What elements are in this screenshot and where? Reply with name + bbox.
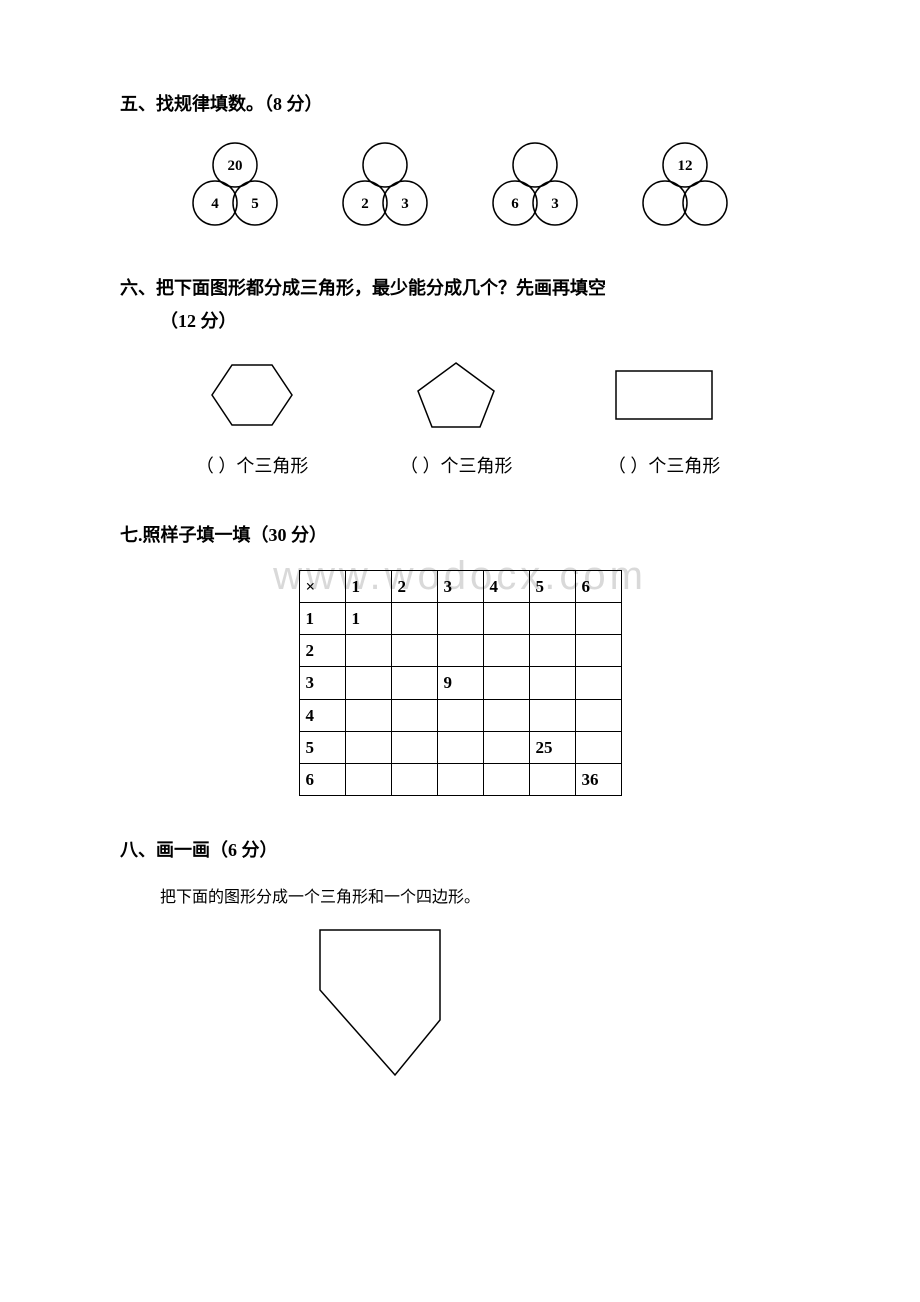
multiplication-table: × 1 2 3 4 5 6 1 1 2 3 <box>299 570 622 796</box>
section-6-title: 六、把下面图形都分成三角形，最少能分成几个？先画再填空 <box>120 274 800 303</box>
table-cell <box>437 699 483 731</box>
table-cell <box>391 635 437 667</box>
circle-group-2: 2 3 <box>330 139 440 234</box>
table-cell <box>529 635 575 667</box>
table-cell <box>529 699 575 731</box>
section-6-shapes: （ ）个三角形 （ ）个三角形 （ ）个三角形 <box>150 355 770 481</box>
table-row: 5 25 <box>299 731 621 763</box>
table-cell <box>575 635 621 667</box>
g3-left: 6 <box>511 196 519 212</box>
table-cell <box>529 763 575 795</box>
table-cell <box>345 635 391 667</box>
table-row: 6 36 <box>299 763 621 795</box>
table-cell: 2 <box>299 635 345 667</box>
circle-group-3: 6 3 <box>480 139 590 234</box>
pentagon-irregular <box>320 930 440 1075</box>
table-cell <box>345 763 391 795</box>
table-cell <box>391 731 437 763</box>
table-cell <box>483 602 529 634</box>
table-cell <box>529 667 575 699</box>
table-row: 2 <box>299 635 621 667</box>
table-cell <box>575 731 621 763</box>
section-8-shape <box>300 920 800 1099</box>
table-cell: 3 <box>299 667 345 699</box>
table-cell <box>437 731 483 763</box>
section-7-title: 七.照样子填一填（30 分） <box>120 521 800 550</box>
table-cell: 6 <box>575 570 621 602</box>
table-cell <box>345 731 391 763</box>
table-cell <box>529 602 575 634</box>
table-cell <box>391 667 437 699</box>
table-cell <box>345 699 391 731</box>
table-cell <box>391 763 437 795</box>
table-cell: 6 <box>299 763 345 795</box>
rectangle-caption: （ ）个三角形 <box>604 452 724 481</box>
section-5-title: 五、找规律填数。（8 分） <box>120 90 800 119</box>
table-cell: × <box>299 570 345 602</box>
g2-left: 2 <box>361 196 369 212</box>
g1-left: 4 <box>211 196 219 212</box>
table-cell <box>575 699 621 731</box>
g1-top: 20 <box>228 158 243 174</box>
table-cell <box>483 731 529 763</box>
shape-pentagon: （ ）个三角形 <box>400 355 513 481</box>
table-cell: 1 <box>345 570 391 602</box>
mult-table-wrap: www.wodocx.com × 1 2 3 4 5 6 1 1 2 <box>120 570 800 796</box>
table-cell: 4 <box>483 570 529 602</box>
section-5-diagrams: 20 4 5 2 3 6 3 12 <box>160 139 760 234</box>
g1-right: 5 <box>251 196 259 212</box>
shape-hexagon: （ ）个三角形 <box>196 355 309 481</box>
table-cell <box>437 763 483 795</box>
table-cell: 3 <box>437 570 483 602</box>
table-cell: 5 <box>299 731 345 763</box>
table-cell: 25 <box>529 731 575 763</box>
table-cell <box>437 635 483 667</box>
g3-right: 3 <box>551 196 559 212</box>
table-cell: 2 <box>391 570 437 602</box>
section-6-subtitle: （12 分） <box>120 307 800 336</box>
section-8-title: 八、画一画（6 分） <box>120 836 800 865</box>
table-cell <box>483 699 529 731</box>
pentagon-caption: （ ）个三角形 <box>400 452 513 481</box>
table-cell: 1 <box>345 602 391 634</box>
table-cell <box>575 667 621 699</box>
table-cell <box>575 602 621 634</box>
hexagon-caption: （ ）个三角形 <box>196 452 309 481</box>
table-cell: 4 <box>299 699 345 731</box>
table-cell: 5 <box>529 570 575 602</box>
table-cell <box>483 667 529 699</box>
table-row: 3 9 <box>299 667 621 699</box>
table-cell <box>483 763 529 795</box>
table-row: 4 <box>299 699 621 731</box>
circle-group-1: 20 4 5 <box>180 139 290 234</box>
table-cell: 9 <box>437 667 483 699</box>
section-8-caption: 把下面的图形分成一个三角形和一个四边形。 <box>160 885 800 911</box>
table-row: × 1 2 3 4 5 6 <box>299 570 621 602</box>
table-cell: 36 <box>575 763 621 795</box>
table-cell <box>391 602 437 634</box>
table-cell <box>391 699 437 731</box>
table-cell <box>483 635 529 667</box>
table-cell: 1 <box>299 602 345 634</box>
g4-top: 12 <box>678 158 693 174</box>
table-cell <box>437 602 483 634</box>
table-cell <box>345 667 391 699</box>
g2-right: 3 <box>401 196 409 212</box>
circle-group-4: 12 <box>630 139 740 234</box>
table-row: 1 1 <box>299 602 621 634</box>
shape-rectangle: （ ）个三角形 <box>604 355 724 481</box>
